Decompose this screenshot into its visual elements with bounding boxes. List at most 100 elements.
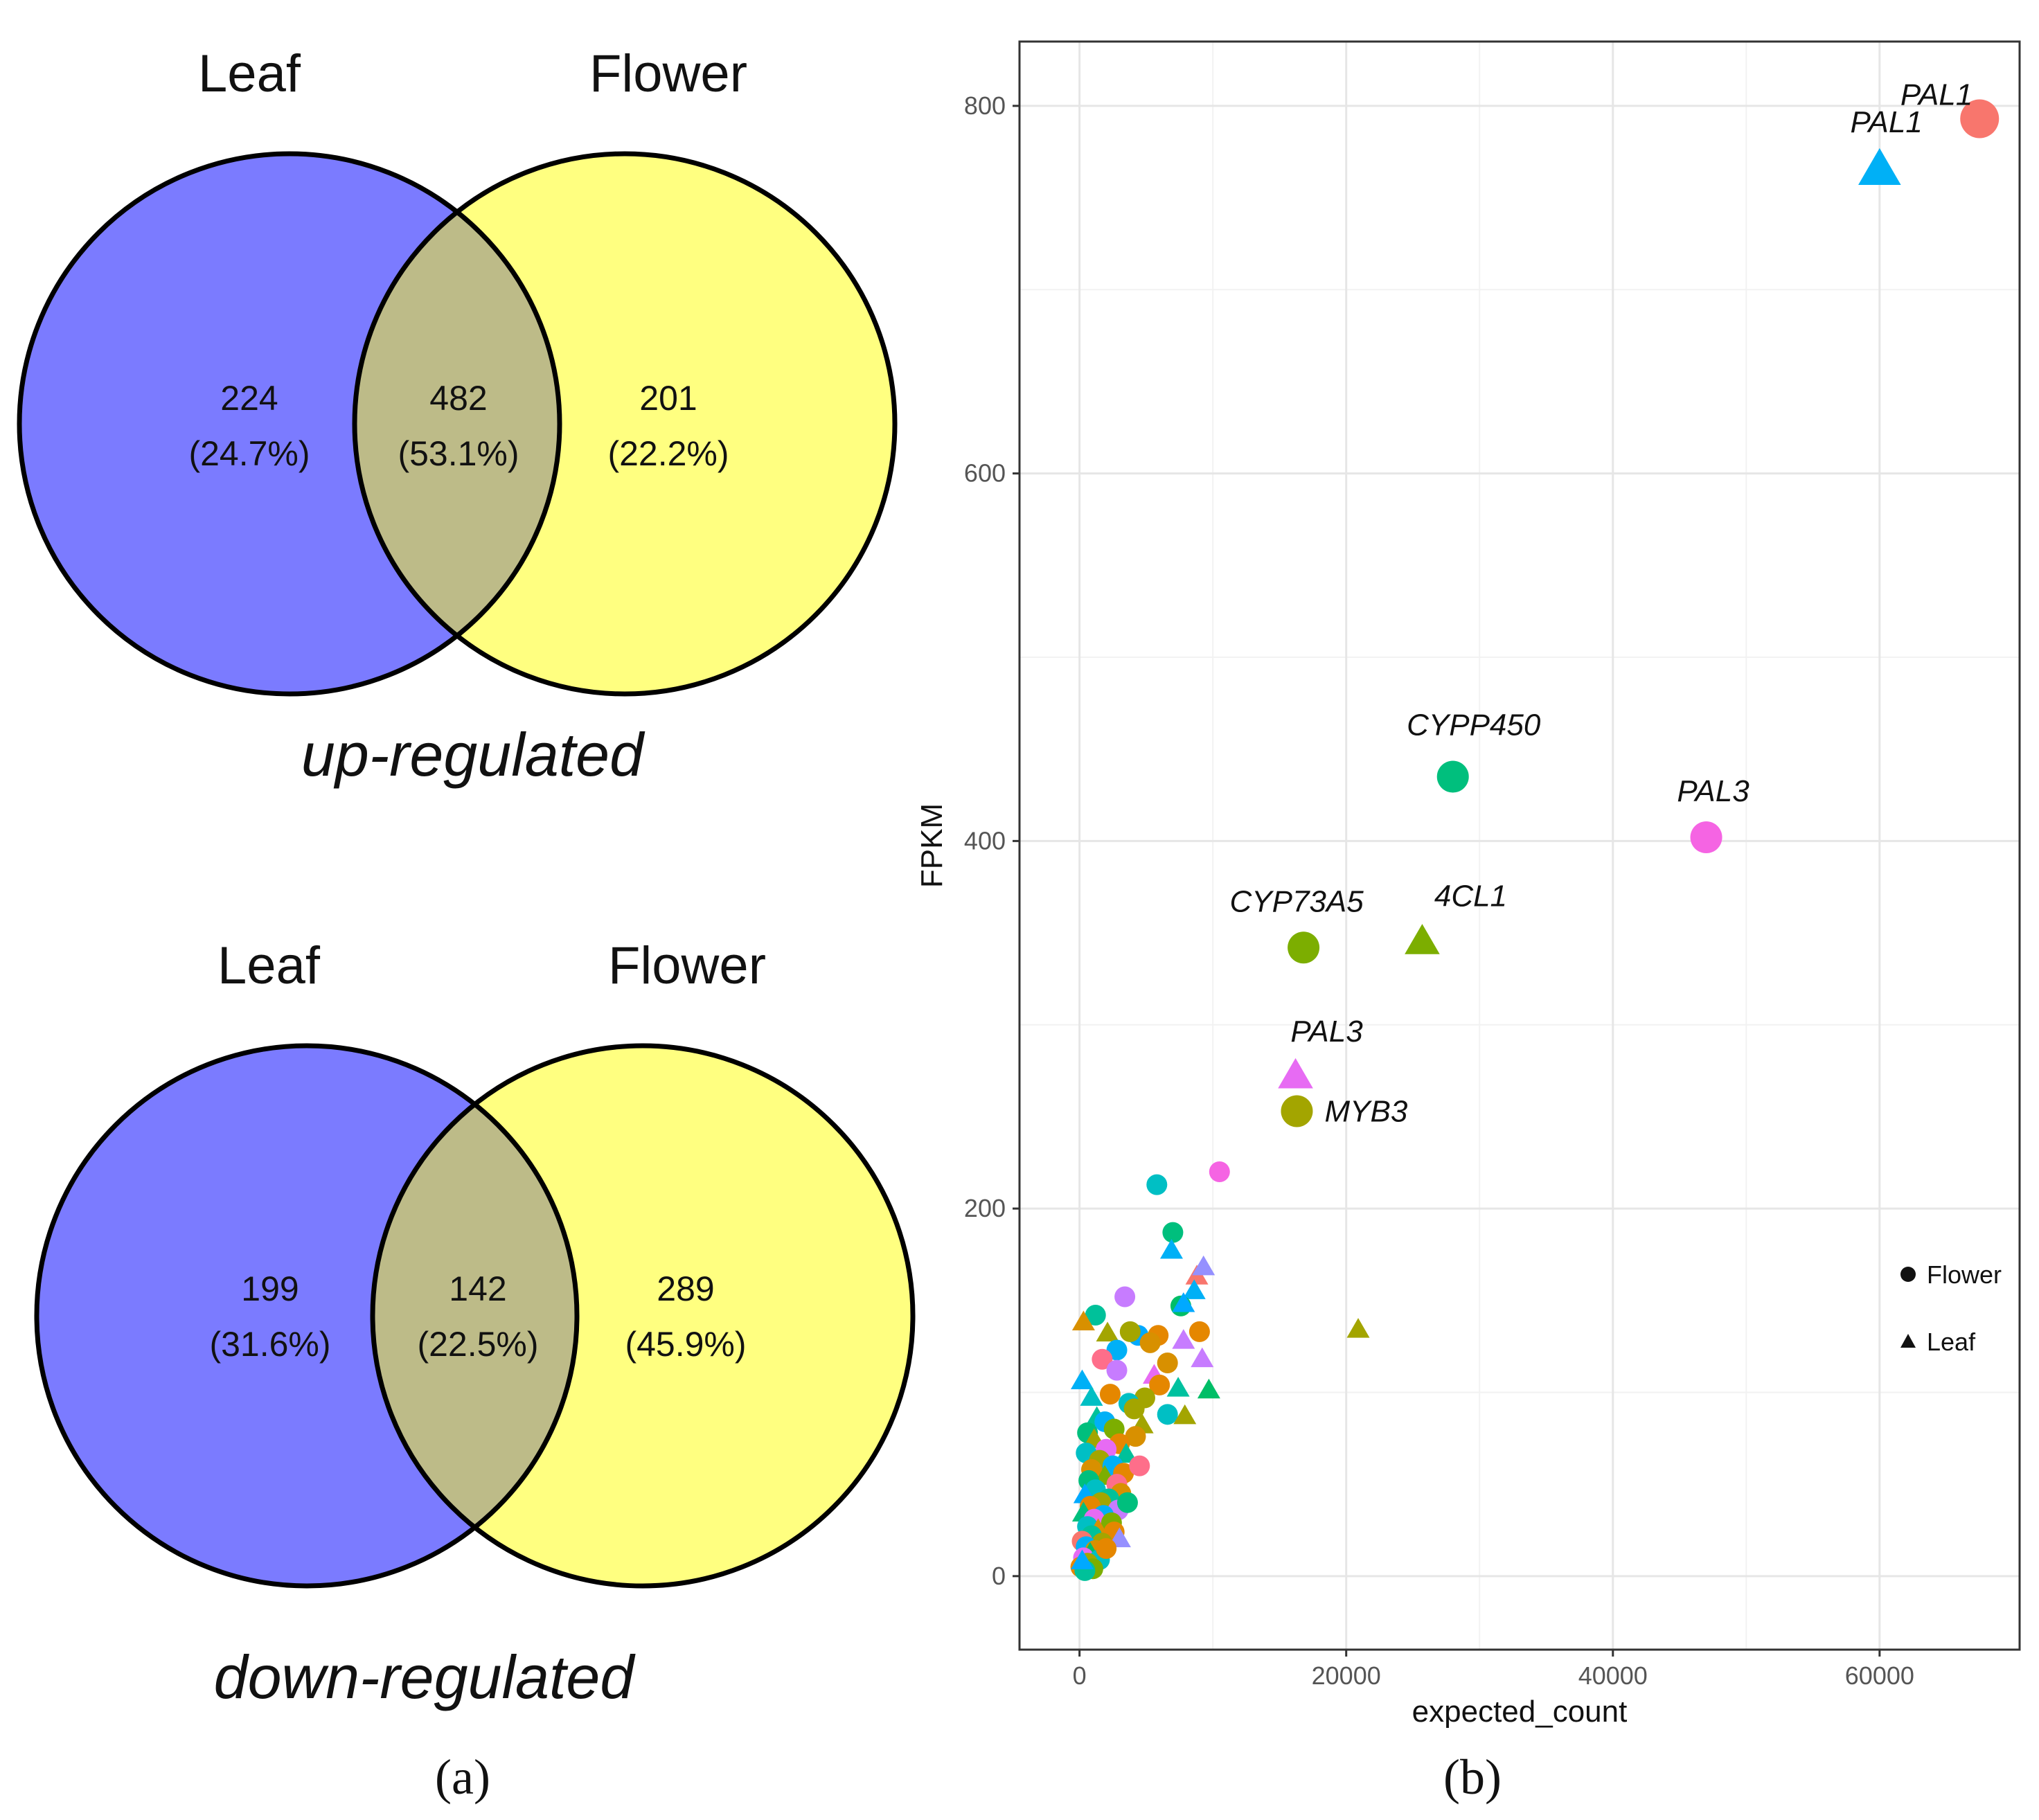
venn-down-leaf-pct: (31.6%) [209, 1325, 330, 1364]
data-point-leaf [1070, 1549, 1094, 1570]
plot-panel-border [1018, 40, 2021, 1651]
data-point-leaf [1114, 1443, 1138, 1463]
data-point-leaf [1173, 1404, 1197, 1425]
data-point-leaf [1166, 1377, 1190, 1397]
venn-up-flower-count: 201 [639, 379, 697, 418]
data-point-flower [1139, 1332, 1161, 1353]
legend-leaf-symbol [1900, 1334, 1916, 1348]
data-point-leaf [1071, 1310, 1095, 1331]
panel-label-b: (b) [1443, 1749, 1502, 1805]
venn-down-flower-pct: (45.9%) [625, 1325, 746, 1364]
highlighted-gene-point [1960, 99, 2000, 139]
y-tick-label: 0 [992, 1562, 1006, 1590]
venn-up-leaf-pct: (24.7%) [188, 434, 310, 473]
data-point-leaf [1096, 1321, 1119, 1341]
venn-down-leaf-count: 199 [241, 1269, 299, 1308]
data-point-leaf [1192, 1255, 1216, 1276]
venn-down-title-leaf: Leaf [217, 936, 321, 995]
venn-down-overlap-count: 142 [449, 1269, 506, 1308]
legend: Flower Leaf [1900, 1260, 2002, 1356]
venn-down-overlap-pct: (22.5%) [417, 1325, 538, 1364]
highlighted-gene-point [1281, 1095, 1313, 1127]
legend-flower-symbol [1900, 1267, 1916, 1282]
data-point-flower [1129, 1455, 1150, 1476]
venn-down-regulated: Leaf Flower 199 (31.6%) 142 (22.5%) 289 … [34, 936, 916, 1711]
data-point-flower [1123, 1398, 1145, 1420]
venn-down-title-flower: Flower [608, 936, 766, 995]
gene-label: MYB3 [1324, 1094, 1407, 1128]
venn-down-leaf-outline [34, 1043, 580, 1589]
venn-up-regulated: Leaf Flower 224 (24.7%) 482 (53.1%) 201 … [17, 44, 898, 789]
data-point-flower [1099, 1384, 1121, 1405]
venn-down-flower-count: 289 [657, 1269, 714, 1308]
plot-panel-background [1020, 42, 2020, 1650]
data-point-flower [1085, 1305, 1106, 1326]
data-point-flower [1209, 1161, 1230, 1183]
data-point-leaf [1159, 1239, 1183, 1259]
panel-label-a: (a) [435, 1749, 490, 1805]
data-point-flower [1106, 1359, 1128, 1381]
venn-up-overlap-pct: (53.1%) [398, 434, 519, 473]
venn-up-overlap [355, 154, 560, 694]
data-point-leaf [1182, 1279, 1206, 1299]
data-point-flower [1096, 1538, 1117, 1560]
legend-flower-label: Flower [1927, 1260, 2002, 1289]
gene-label: PAL3 [1677, 774, 1749, 808]
data-point-leaf [1197, 1378, 1220, 1399]
data-point-flower [1188, 1321, 1210, 1342]
gene-label: CYPP450 [1407, 708, 1541, 742]
data-point-leaf [1070, 1369, 1094, 1389]
data-point-leaf [1172, 1329, 1195, 1349]
venn-down-caption: down-regulated [214, 1643, 636, 1711]
venn-up-flower-pct: (22.2%) [607, 434, 729, 473]
data-point-flower [1146, 1174, 1168, 1195]
gene-label: PAL3 [1290, 1015, 1363, 1049]
highlighted-gene-point [1278, 1058, 1313, 1089]
venn-up-flower-outline [352, 151, 898, 697]
venn-up-overlap-count: 482 [429, 379, 487, 418]
x-axis-title: expected_count [1412, 1695, 1628, 1729]
venn-up-leaf-count: 224 [220, 379, 278, 418]
data-point-leaf [1191, 1347, 1214, 1368]
y-tick-label: 600 [964, 459, 1006, 488]
x-tick-label: 60000 [1845, 1661, 1914, 1690]
x-tick-label: 0 [1073, 1661, 1087, 1690]
data-point-flower [1162, 1222, 1184, 1243]
highlighted-gene-point [1858, 148, 1901, 186]
legend-leaf-label: Leaf [1927, 1328, 1976, 1356]
venn-up-title-leaf: Leaf [198, 44, 301, 103]
y-tick-label: 400 [964, 826, 1006, 855]
data-point-leaf [1172, 1292, 1195, 1312]
gene-label: CYP73A5 [1229, 884, 1364, 918]
data-point-flower [1149, 1374, 1170, 1395]
y-tick-label: 800 [964, 91, 1006, 120]
data-marks [1070, 99, 2000, 1581]
data-point-flower [1125, 1426, 1146, 1447]
data-point-leaf [1346, 1318, 1370, 1338]
venn-down-flower-outline [370, 1043, 916, 1589]
highlighted-gene-point [1405, 924, 1440, 954]
data-point-flower [1157, 1404, 1178, 1425]
venn-down-overlap [373, 1046, 577, 1586]
gene-label: 4CL1 [1434, 879, 1507, 913]
venn-up-leaf-outline [17, 151, 562, 697]
data-point-flower [1116, 1492, 1138, 1513]
x-tick-label: 40000 [1578, 1661, 1648, 1690]
data-point-flower [1119, 1321, 1141, 1342]
highlighted-gene-point [1436, 760, 1469, 793]
gene-label: PAL1 [1900, 78, 1973, 111]
axis-ticks: 0 20000 40000 60000 0 200 400 600 800 [964, 91, 1914, 1690]
highlighted-gene-point [1690, 821, 1722, 854]
data-point-flower [1114, 1286, 1136, 1308]
y-axis-title: FPKM [915, 803, 949, 888]
venn-up-caption: up-regulated [301, 720, 645, 789]
grid [1020, 42, 2020, 1650]
highlighted-gene-point [1288, 931, 1320, 964]
data-point-flower [1092, 1348, 1113, 1370]
venn-up-title-flower: Flower [589, 44, 747, 103]
y-tick-label: 200 [964, 1194, 1006, 1222]
data-point-flower [1157, 1353, 1178, 1374]
